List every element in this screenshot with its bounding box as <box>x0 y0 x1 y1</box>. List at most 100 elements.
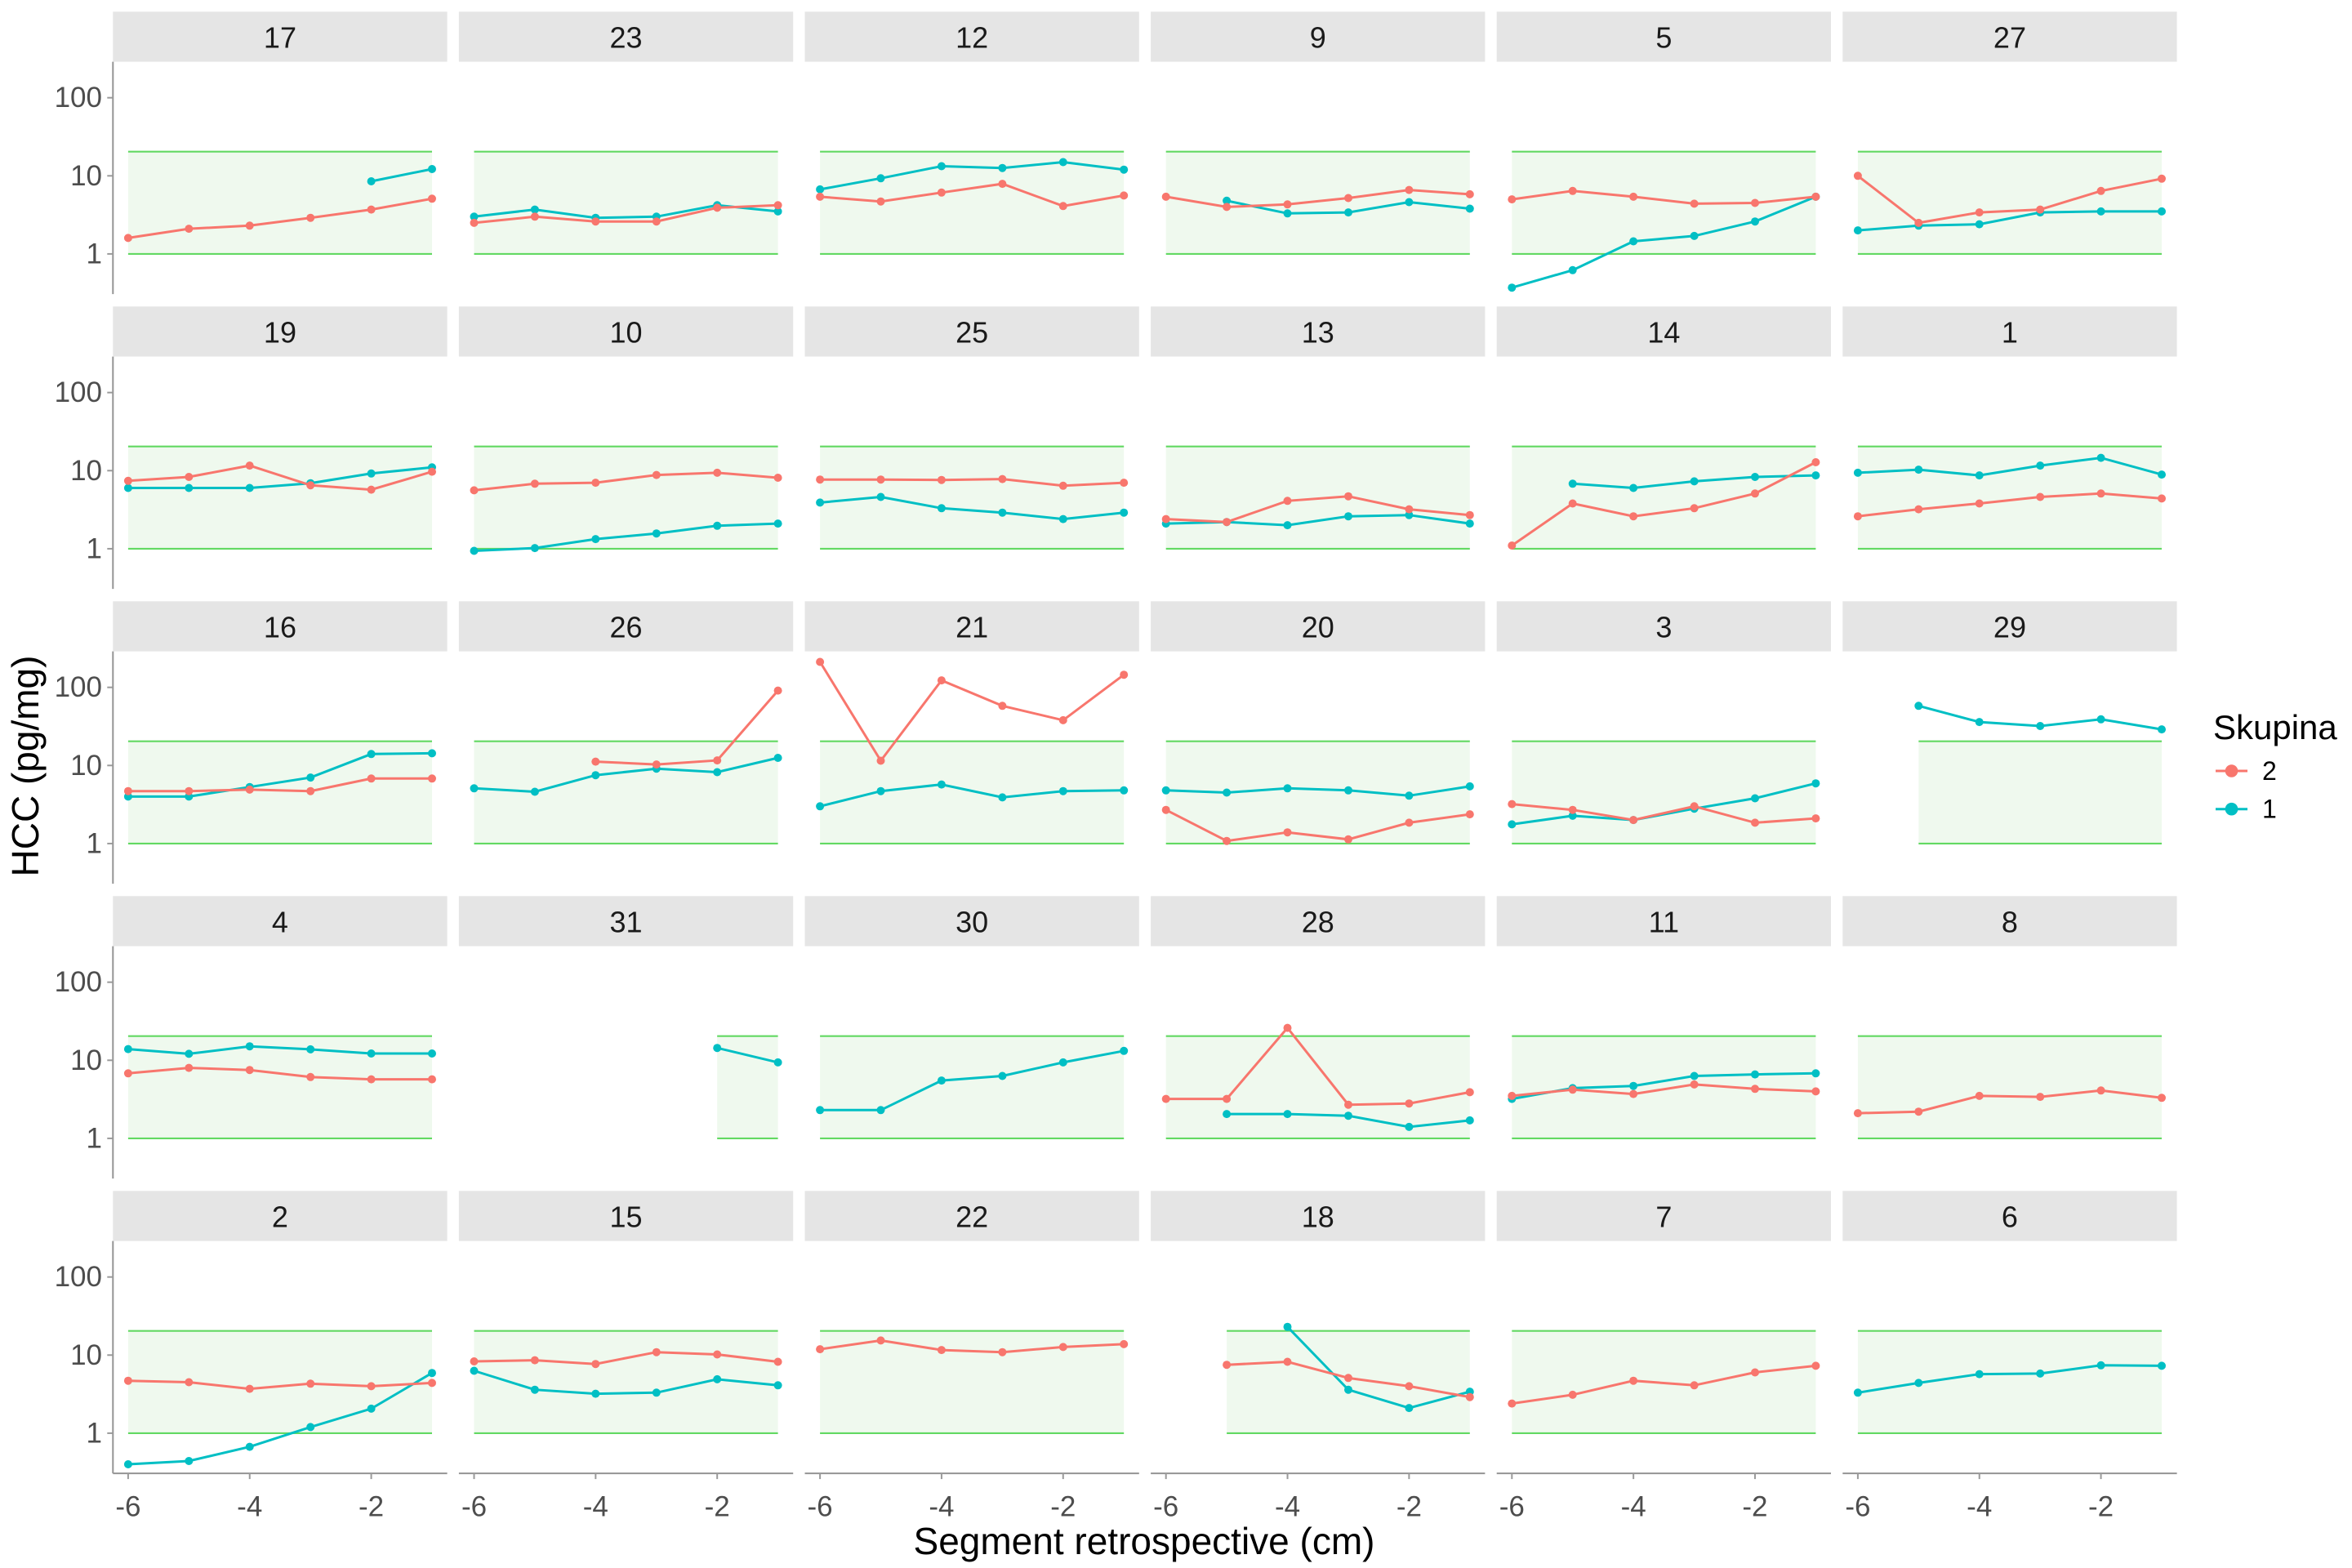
series-point-2-group-2 <box>428 1379 436 1388</box>
series-point-15-group-2 <box>470 1357 479 1365</box>
facet-label-14: 14 <box>1647 315 1680 349</box>
series-point-21-group-2 <box>816 657 825 666</box>
series-point-13-group-1 <box>1283 521 1292 530</box>
series-point-18-group-2 <box>1465 1392 1474 1401</box>
facet-label-18: 18 <box>1302 1200 1334 1233</box>
series-point-6-group-1 <box>1853 1388 1862 1397</box>
series-point-30-group-1 <box>876 1106 885 1115</box>
series-point-12-group-2 <box>816 192 825 201</box>
facet-strip-9 <box>1151 11 1486 62</box>
reference-band-1 <box>1857 446 2162 549</box>
facet-strip-16 <box>113 601 448 652</box>
series-point-1-group-2 <box>1853 512 1862 521</box>
reference-band-15 <box>474 1330 778 1433</box>
series-point-26-group-1 <box>591 771 600 780</box>
series-line-4-group-2 <box>127 1067 432 1081</box>
series-point-5-group-1 <box>1751 217 1759 226</box>
series-point-2-group-1 <box>306 1423 315 1432</box>
series-point-23-group-2 <box>530 212 539 221</box>
series-point-27-group-2 <box>1853 172 1862 180</box>
series-point-20-group-1 <box>1161 786 1170 795</box>
series-point-9-group-2 <box>1344 194 1352 203</box>
series-point-9-group-1 <box>1223 196 1232 205</box>
y-tick-label: 10 <box>70 1045 102 1076</box>
series-point-18-group-2 <box>1344 1374 1352 1383</box>
series-point-20-group-1 <box>1465 782 1474 791</box>
series-point-19-group-1 <box>245 483 254 492</box>
facet-label-26: 26 <box>610 610 643 644</box>
series-point-11-group-2 <box>1751 1085 1759 1094</box>
series-point-19-group-2 <box>428 467 436 476</box>
series-point-6-group-1 <box>2036 1369 2045 1378</box>
reference-band-6 <box>1857 1330 2162 1433</box>
reference-band-8 <box>1857 1036 2162 1138</box>
series-line-14-group-2 <box>1511 461 1817 547</box>
series-point-29-group-1 <box>1914 702 1923 710</box>
series-line-20-group-2 <box>1165 808 1471 843</box>
series-line-10-group-1 <box>474 522 778 552</box>
series-point-5-group-1 <box>1629 237 1638 246</box>
series-point-8-group-2 <box>1975 1091 1984 1100</box>
series-point-1-group-1 <box>1914 466 1923 474</box>
series-point-16-group-2 <box>367 774 376 783</box>
series-line-26-group-1 <box>474 756 778 794</box>
series-point-22-group-2 <box>1120 1339 1129 1348</box>
facet-label-2: 2 <box>272 1200 288 1233</box>
series-point-28-group-1 <box>1405 1122 1414 1131</box>
series-point-23-group-1 <box>470 212 479 221</box>
series-line-11-group-2 <box>1512 1083 1816 1098</box>
series-point-23-group-1 <box>530 205 539 214</box>
series-point-18-group-1 <box>1344 1385 1352 1394</box>
series-point-5-group-1 <box>1508 283 1517 292</box>
series-line-1-group-2 <box>1857 492 2163 518</box>
series-point-29-group-1 <box>2096 715 2105 724</box>
series-point-8-group-2 <box>1853 1109 1862 1118</box>
x-tick-label: -2 <box>1742 1491 1767 1523</box>
series-point-21-group-2 <box>998 702 1007 710</box>
facet-strip-5 <box>1496 11 1831 62</box>
series-point-9-group-1 <box>1283 209 1292 218</box>
series-point-20-group-2 <box>1161 805 1170 814</box>
legend-item-label-2: 2 <box>2262 756 2277 786</box>
series-point-11-group-1 <box>1811 1069 1820 1078</box>
facet-label-9: 9 <box>1310 20 1326 54</box>
series-point-14-group-1 <box>1629 483 1638 492</box>
y-tick-label: 10 <box>70 160 102 192</box>
series-point-10-group-2 <box>530 479 539 488</box>
facet-label-12: 12 <box>956 20 988 54</box>
series-point-17-group-2 <box>123 234 132 243</box>
facet-label-22: 22 <box>956 1200 988 1233</box>
series-point-9-group-1 <box>1344 208 1352 217</box>
series-point-10-group-2 <box>773 474 782 482</box>
series-point-30-group-1 <box>937 1076 946 1085</box>
series-point-14-group-1 <box>1568 479 1577 488</box>
series-point-16-group-2 <box>428 774 436 783</box>
x-tick-label: -4 <box>237 1491 262 1523</box>
series-point-19-group-2 <box>185 473 194 481</box>
series-point-15-group-1 <box>713 1374 722 1383</box>
facet-label-30: 30 <box>956 905 988 938</box>
series-point-6-group-1 <box>1975 1370 1984 1379</box>
series-point-17-group-2 <box>185 225 194 234</box>
y-tick-label: 100 <box>55 376 102 408</box>
facet-strip-15 <box>458 1191 794 1241</box>
series-point-3-group-2 <box>1568 805 1577 814</box>
facet-strip-6 <box>1842 1191 2177 1241</box>
facet-strip-23 <box>458 11 794 62</box>
series-point-15-group-2 <box>530 1356 539 1365</box>
series-point-12-group-2 <box>937 188 946 197</box>
series-point-27-group-1 <box>2096 207 2105 216</box>
series-point-15-group-2 <box>591 1360 600 1369</box>
reference-band-19 <box>127 446 432 549</box>
y-tick-label: 100 <box>55 82 102 114</box>
facet-label-31: 31 <box>610 905 643 938</box>
series-point-5-group-2 <box>1690 199 1699 208</box>
series-point-15-group-1 <box>530 1385 539 1394</box>
series-point-18-group-1 <box>1405 1404 1414 1413</box>
series-point-4-group-2 <box>185 1063 194 1072</box>
series-point-1-group-1 <box>1975 471 1984 480</box>
series-line-23-group-2 <box>474 203 778 225</box>
y-tick-label: 100 <box>55 966 102 998</box>
series-point-10-group-1 <box>470 546 479 555</box>
facet-strip-18 <box>1151 1191 1486 1241</box>
